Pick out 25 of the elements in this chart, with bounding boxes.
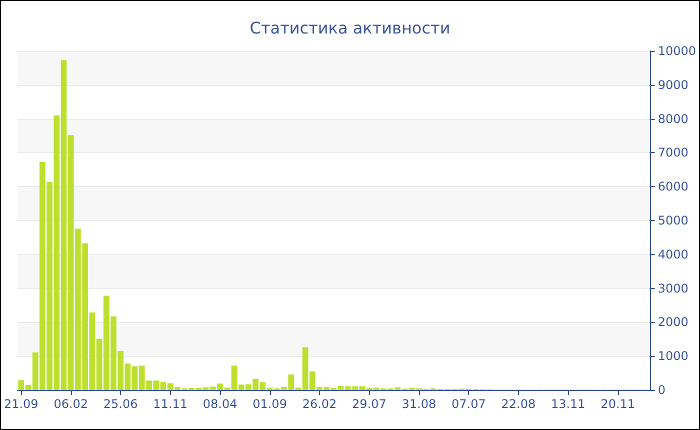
y-tick-label: 5000 [658,214,688,228]
y-tick-label: 1000 [658,349,688,364]
y-tick-label: 6000 [658,180,688,194]
chart-title: Статистика активности [250,18,450,38]
y-tick-label: 9000 [658,78,688,92]
x-tick-label: 08.04 [202,397,238,411]
x-tick-label: 25.06 [103,397,138,411]
x-tick-label: 01.09 [252,397,287,411]
x-tick-label: 07.07 [452,397,486,411]
x-tick-label: 21.09 [4,397,38,411]
x-tick-label: 22.08 [501,397,536,411]
x-tick-label: 29.07 [352,397,386,411]
x-tick-label: 26.02 [302,397,337,411]
x-tick-label: 31.08 [402,397,436,411]
y-tick-label: 8000 [658,112,688,126]
x-tick-label: 13.11 [550,397,586,411]
y-tick-label: 4000 [658,247,688,262]
y-tick-label: 2000 [658,315,688,330]
y-tick-label: 7000 [658,146,688,160]
y-tick-label: 0 [658,383,666,397]
x-tick-label: 20.11 [600,397,636,411]
y-tick-label: 10000 [658,44,696,58]
x-tick-label: 06.02 [54,397,88,411]
x-tick-label: 11.11 [153,397,188,411]
y-tick-label: 3000 [658,281,688,296]
